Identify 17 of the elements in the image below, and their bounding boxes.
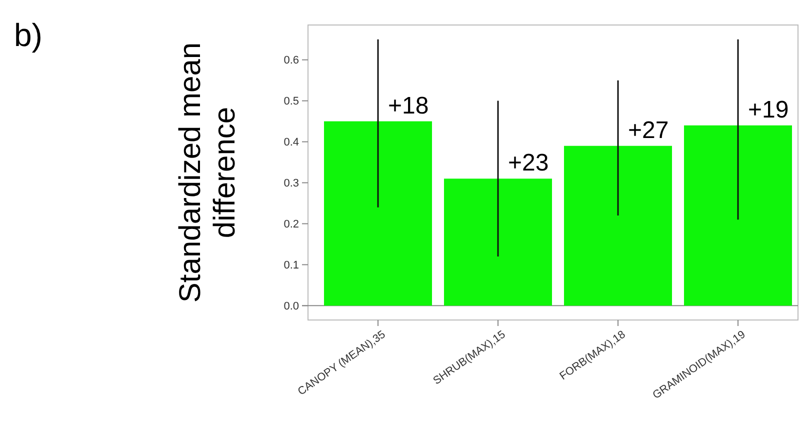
y-tick-label: 0.6 bbox=[284, 54, 299, 67]
bar bbox=[564, 146, 672, 306]
y-tick-label: 0.4 bbox=[284, 136, 299, 149]
y-tick-label: 0.2 bbox=[284, 218, 299, 231]
annotation: +23 bbox=[508, 150, 549, 177]
bar bbox=[684, 125, 792, 306]
text: b) bbox=[14, 17, 42, 53]
bar bbox=[444, 178, 552, 306]
y-tick-label: 0.0 bbox=[284, 300, 299, 313]
y-tick-label: 0.1 bbox=[284, 260, 299, 272]
annotation: +19 bbox=[748, 96, 789, 124]
y-tick-label: 0.3 bbox=[284, 178, 299, 190]
bar bbox=[324, 121, 432, 306]
y-axis-title: Standardized mean difference bbox=[174, 42, 242, 303]
annotation: +18 bbox=[388, 92, 429, 120]
annotation: +27 bbox=[628, 116, 669, 144]
y-tick-label: 0.5 bbox=[284, 96, 299, 108]
